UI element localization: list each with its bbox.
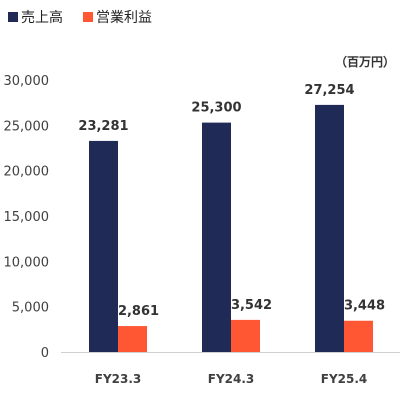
y-tick-label: 25,000 (4, 119, 50, 134)
legend: 売上高 営業利益 (8, 9, 152, 26)
y-tick-label: 10,000 (4, 255, 50, 270)
data-label: 23,281 (78, 119, 128, 134)
legend-label-2: 営業利益 (96, 10, 152, 26)
y-tick-label: 0 (41, 346, 49, 361)
x-axis: FY23.3 FY24.3 FY25.4 (61, 352, 400, 386)
bar-operating-profit-3 (344, 320, 373, 352)
bar-sales-1 (89, 140, 118, 352)
x-tick-label: FY23.3 (95, 372, 142, 386)
data-label: 3,542 (231, 298, 272, 313)
y-tick-label: 30,000 (4, 74, 50, 89)
data-label: 2,861 (118, 304, 159, 319)
bar-sales-2 (202, 122, 231, 352)
legend-swatch-2 (83, 12, 93, 22)
y-tick-label: 20,000 (4, 165, 50, 180)
y-tick-label: 15,000 (4, 210, 50, 225)
legend-swatch-1 (8, 12, 18, 22)
y-tick-label: 5,000 (12, 301, 49, 316)
legend-label-1: 売上高 (21, 9, 63, 26)
bar-sales-3 (315, 104, 344, 352)
data-label: 3,448 (344, 299, 385, 314)
unit-label: （百万円） (335, 54, 395, 69)
data-label: 27,254 (304, 83, 354, 98)
bar-operating-profit-1 (118, 326, 147, 352)
y-axis: 0 5,000 10,000 15,000 20,000 25,000 30,000 (4, 74, 50, 361)
bar-operating-profit-2 (231, 319, 260, 352)
x-tick-label: FY24.3 (208, 372, 255, 386)
bars (89, 104, 373, 352)
x-tick-label: FY25.4 (321, 372, 368, 386)
data-labels: 23,281 25,300 27,254 2,861 3,542 3,448 (78, 83, 385, 319)
data-label: 25,300 (191, 101, 241, 116)
